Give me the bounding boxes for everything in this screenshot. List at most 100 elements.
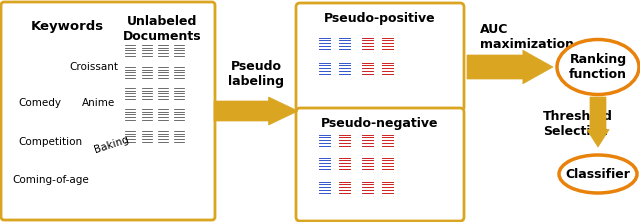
Polygon shape xyxy=(165,57,170,61)
Text: Classifier: Classifier xyxy=(566,168,630,180)
Text: Competition: Competition xyxy=(18,137,82,147)
Text: Pseudo
labeling: Pseudo labeling xyxy=(228,60,284,88)
Text: Baking: Baking xyxy=(93,134,131,155)
Polygon shape xyxy=(149,143,154,147)
Polygon shape xyxy=(318,36,332,54)
Text: Unlabeled
Documents: Unlabeled Documents xyxy=(123,15,202,43)
FancyBboxPatch shape xyxy=(296,3,464,111)
Text: Anime: Anime xyxy=(82,98,115,108)
Polygon shape xyxy=(371,170,375,174)
Polygon shape xyxy=(132,143,136,147)
Polygon shape xyxy=(149,57,154,61)
Polygon shape xyxy=(132,121,136,125)
Polygon shape xyxy=(318,61,332,79)
Text: Pseudo-negative: Pseudo-negative xyxy=(321,117,439,130)
FancyBboxPatch shape xyxy=(1,2,215,220)
Text: Ranking
function: Ranking function xyxy=(569,53,627,81)
Polygon shape xyxy=(381,156,395,174)
Polygon shape xyxy=(371,147,375,151)
Polygon shape xyxy=(149,79,154,83)
Polygon shape xyxy=(165,79,170,83)
Text: Keywords: Keywords xyxy=(31,20,104,33)
Polygon shape xyxy=(348,75,352,79)
Polygon shape xyxy=(141,86,154,104)
Polygon shape xyxy=(381,180,395,198)
Polygon shape xyxy=(141,43,154,61)
Polygon shape xyxy=(338,156,352,174)
Polygon shape xyxy=(124,129,136,147)
Polygon shape xyxy=(124,86,136,104)
Polygon shape xyxy=(348,147,352,151)
Polygon shape xyxy=(390,170,395,174)
Polygon shape xyxy=(361,156,375,174)
Polygon shape xyxy=(165,121,170,125)
Polygon shape xyxy=(132,57,136,61)
Polygon shape xyxy=(381,61,395,79)
Polygon shape xyxy=(328,50,332,54)
Polygon shape xyxy=(173,65,186,83)
Polygon shape xyxy=(141,129,154,147)
Text: AUC
maximization: AUC maximization xyxy=(480,23,574,51)
Polygon shape xyxy=(467,50,553,84)
Polygon shape xyxy=(132,79,136,83)
Polygon shape xyxy=(124,107,136,125)
Text: Threshold
Selection: Threshold Selection xyxy=(543,110,613,138)
Polygon shape xyxy=(328,147,332,151)
Polygon shape xyxy=(390,147,395,151)
Text: Comedy: Comedy xyxy=(18,98,61,108)
Polygon shape xyxy=(157,86,170,104)
Polygon shape xyxy=(348,50,352,54)
Polygon shape xyxy=(181,100,186,104)
Polygon shape xyxy=(361,36,375,54)
Polygon shape xyxy=(157,43,170,61)
Polygon shape xyxy=(165,143,170,147)
Polygon shape xyxy=(338,61,352,79)
Polygon shape xyxy=(141,65,154,83)
Polygon shape xyxy=(141,107,154,125)
Polygon shape xyxy=(381,133,395,151)
Polygon shape xyxy=(328,170,332,174)
Polygon shape xyxy=(181,121,186,125)
Polygon shape xyxy=(371,50,375,54)
Polygon shape xyxy=(181,57,186,61)
Polygon shape xyxy=(132,100,136,104)
Polygon shape xyxy=(348,170,352,174)
Text: Croissant: Croissant xyxy=(69,61,118,72)
Polygon shape xyxy=(149,121,154,125)
Polygon shape xyxy=(173,86,186,104)
Polygon shape xyxy=(181,79,186,83)
Polygon shape xyxy=(348,194,352,198)
Polygon shape xyxy=(124,43,136,61)
Polygon shape xyxy=(318,156,332,174)
Polygon shape xyxy=(328,194,332,198)
Polygon shape xyxy=(371,75,375,79)
Polygon shape xyxy=(328,75,332,79)
Polygon shape xyxy=(173,107,186,125)
Polygon shape xyxy=(165,100,170,104)
Polygon shape xyxy=(318,133,332,151)
Polygon shape xyxy=(181,143,186,147)
Ellipse shape xyxy=(559,155,637,193)
Polygon shape xyxy=(149,100,154,104)
Polygon shape xyxy=(361,61,375,79)
Polygon shape xyxy=(371,194,375,198)
Polygon shape xyxy=(338,36,352,54)
Text: Pseudo-positive: Pseudo-positive xyxy=(324,12,436,25)
Polygon shape xyxy=(214,97,298,125)
Polygon shape xyxy=(124,65,136,83)
Polygon shape xyxy=(587,97,609,147)
Polygon shape xyxy=(338,133,352,151)
Polygon shape xyxy=(173,43,186,61)
Polygon shape xyxy=(157,107,170,125)
Polygon shape xyxy=(381,36,395,54)
Text: Coming-of-age: Coming-of-age xyxy=(13,175,90,185)
Polygon shape xyxy=(361,133,375,151)
Polygon shape xyxy=(173,129,186,147)
Polygon shape xyxy=(361,180,375,198)
Ellipse shape xyxy=(557,40,639,95)
FancyBboxPatch shape xyxy=(296,108,464,221)
Polygon shape xyxy=(318,180,332,198)
Polygon shape xyxy=(390,75,395,79)
Polygon shape xyxy=(390,50,395,54)
Polygon shape xyxy=(157,65,170,83)
